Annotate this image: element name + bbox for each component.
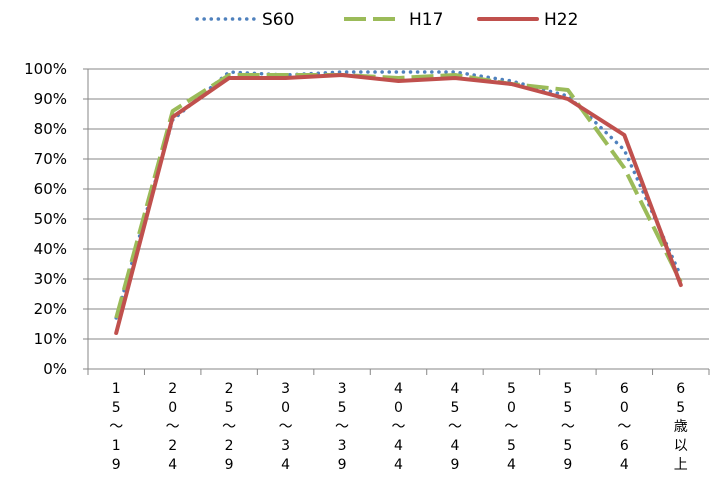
x-tick-label-char: 4 xyxy=(507,457,516,473)
x-tick-label-char: 4 xyxy=(394,438,403,454)
x-tick-label-char: 2 xyxy=(225,381,234,397)
x-tick-label-char: 2 xyxy=(168,438,177,454)
x-tick-label-char: 以 xyxy=(674,438,688,454)
x-tick-label-char: 9 xyxy=(563,457,572,473)
x-tick-label-char: 〜 xyxy=(448,419,462,435)
x-tick-label-char: 6 xyxy=(620,438,629,454)
y-tick-label: 90% xyxy=(34,90,67,108)
x-tick-label: 1 5 〜 1 9 xyxy=(109,381,123,473)
x-tick-label: 4 5 〜 4 9 xyxy=(448,381,462,473)
x-tick-label-char: 0 xyxy=(394,400,403,416)
x-tick-label-char: 1 xyxy=(112,438,121,454)
x-tick-label: 4 0 〜 4 4 xyxy=(392,381,406,473)
x-tick-label-char: 〜 xyxy=(335,419,349,435)
x-tick-label-char: 5 xyxy=(450,400,459,416)
x-tick-label: 3 0 〜 3 4 xyxy=(279,381,293,473)
x-tick-label-char: 歳 xyxy=(674,419,688,435)
legend-label-h17: H17 xyxy=(409,10,443,30)
x-tick-label-char: 2 xyxy=(225,438,234,454)
x-tick-label-char: 5 xyxy=(563,438,572,454)
y-tick-label: 60% xyxy=(34,180,67,198)
y-tick-label: 10% xyxy=(34,330,67,348)
x-tick-label-char: 9 xyxy=(450,457,459,473)
legend: S60 H17 H22 xyxy=(195,10,578,30)
x-tick-label-char: 0 xyxy=(281,400,290,416)
series-line-h22 xyxy=(114,73,683,335)
y-tick-label: 30% xyxy=(34,270,67,288)
x-tick-label-char: 6 xyxy=(676,381,685,397)
x-tick-label-char: 4 xyxy=(620,457,629,473)
x-tick-label: 2 0 〜 2 4 xyxy=(166,381,180,473)
x-tick-label-char: 5 xyxy=(563,400,572,416)
y-tick-label: 80% xyxy=(34,120,67,138)
x-axis-tick-labels: 15〜1920〜2425〜2930〜3435〜3940〜4445〜4950〜54… xyxy=(109,381,688,473)
x-tick-label: 6 0 〜 6 4 xyxy=(617,381,631,473)
x-tick-label-char: 2 xyxy=(168,381,177,397)
x-tick-label-char: 〜 xyxy=(166,419,180,435)
x-tick-label-char: 5 xyxy=(676,400,685,416)
series-line-h17 xyxy=(114,73,683,319)
series-line-s60 xyxy=(114,70,683,320)
x-tick-label: 5 0 〜 5 4 xyxy=(504,381,518,473)
x-tick-label-char: 〜 xyxy=(392,419,406,435)
y-tick-label: 20% xyxy=(34,300,67,318)
gridlines xyxy=(88,68,709,340)
y-tick-label: 70% xyxy=(34,150,67,168)
x-tick-label-char: 上 xyxy=(674,457,688,473)
x-tick-label-char: 5 xyxy=(338,400,347,416)
y-tick-label: 50% xyxy=(34,210,67,228)
x-tick-label-char: 9 xyxy=(112,457,121,473)
y-tick-label: 40% xyxy=(34,240,67,258)
y-tick-label: 100% xyxy=(24,60,67,78)
x-tick-label-char: 3 xyxy=(281,438,290,454)
x-tick-label-char: 9 xyxy=(225,457,234,473)
legend-label-h22: H22 xyxy=(544,10,578,30)
x-tick-label: 5 5 〜 5 9 xyxy=(561,381,575,473)
x-tick-label-char: 0 xyxy=(168,400,177,416)
x-tick-label-char: 〜 xyxy=(617,419,631,435)
x-tick-label-char: 6 xyxy=(620,381,629,397)
x-tick-label-char: 0 xyxy=(507,400,516,416)
x-tick-label-char: 3 xyxy=(281,381,290,397)
x-tick-label-char: 4 xyxy=(394,457,403,473)
x-tick-label: 3 5 〜 3 9 xyxy=(335,381,349,473)
x-tick-label-char: 〜 xyxy=(279,419,293,435)
x-tick-label-char: 4 xyxy=(394,381,403,397)
y-axis-tick-labels: 0% 10% 20% 30% 40% 50% 60% 70% 80% 90% 100% xyxy=(24,60,67,378)
x-tick-label-char: 5 xyxy=(225,400,234,416)
x-tick-label-char: 〜 xyxy=(222,419,236,435)
x-tick-label-char: 1 xyxy=(112,381,121,397)
x-tick-label-char: 3 xyxy=(338,438,347,454)
data-series xyxy=(114,70,683,335)
x-tick-label-char: 9 xyxy=(338,457,347,473)
x-tick-label-char: 〜 xyxy=(561,419,575,435)
axes xyxy=(83,68,710,375)
x-tick-label-char: 0 xyxy=(620,400,629,416)
x-tick-label: 2 5 〜 2 9 xyxy=(222,381,236,473)
x-tick-label-char: 4 xyxy=(450,381,459,397)
x-tick-label-char: 〜 xyxy=(109,419,123,435)
x-tick-label: 6 5 歳以上 xyxy=(674,381,688,473)
x-tick-label-char: 3 xyxy=(338,381,347,397)
x-tick-label-char: 〜 xyxy=(504,419,518,435)
x-tick-label-char: 4 xyxy=(168,457,177,473)
x-tick-label-char: 5 xyxy=(112,400,121,416)
x-tick-label-char: 5 xyxy=(563,381,572,397)
legend-label-s60: S60 xyxy=(262,10,294,30)
x-tick-label-char: 4 xyxy=(450,438,459,454)
x-tick-label-char: 4 xyxy=(281,457,290,473)
x-tick-label-char: 5 xyxy=(507,438,516,454)
y-tick-label: 0% xyxy=(43,360,67,378)
x-tick-label-char: 5 xyxy=(507,381,516,397)
